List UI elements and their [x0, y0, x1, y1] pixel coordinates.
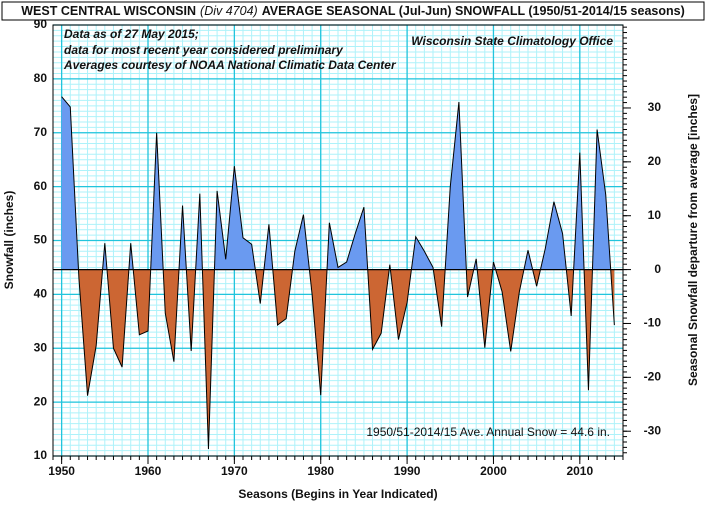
x-tick-label: 1960: [135, 464, 162, 478]
source: Wisconsin State Climatology Office: [411, 34, 613, 48]
note: data for most recent year considered pre…: [64, 43, 344, 57]
y-tick-label: 50: [34, 233, 48, 247]
marks: [53, 96, 623, 450]
area-above: [61, 96, 615, 270]
axes: 1950 1960 1970 1980 1990 2000 2010102030405060…: [34, 17, 662, 478]
x-tick-label: 1990: [394, 464, 421, 478]
area-below: [78, 269, 615, 449]
y2-axis-label: Seasonal Snowfall departure from average…: [686, 94, 700, 386]
y-tick-label: 60: [34, 179, 48, 193]
series-line: [61, 96, 615, 450]
y-tick-label: 40: [34, 287, 48, 301]
y2-tick-label: 10: [648, 208, 662, 222]
y-axis-label: Snowfall (inches): [2, 191, 16, 290]
x-tick-label: 2010: [566, 464, 593, 478]
x-tick-label: 2000: [480, 464, 507, 478]
y2-tick-label: 30: [648, 100, 662, 114]
y-tick-label: 90: [34, 17, 48, 31]
y-tick-label: 20: [34, 394, 48, 408]
annotation: 1950/51-2014/15 Ave. Annual Snow = 44.6 …: [366, 425, 610, 439]
y-tick-label: 30: [34, 340, 48, 354]
note: Data as of 27 May 2015;: [64, 27, 199, 41]
x-tick-label: 1970: [221, 464, 248, 478]
title-part: (Div 4704): [200, 4, 258, 18]
y2-tick-label: 0: [654, 262, 661, 276]
y2-tick-label: 20: [648, 154, 662, 168]
y-tick-label: 10: [34, 448, 48, 462]
title-box: [1, 1, 705, 21]
chart-title: WEST CENTRAL WISCONSIN (Div 4704) AVERAGE …: [21, 4, 685, 18]
y2-tick-label: -10: [644, 316, 662, 330]
title-part: AVERAGE SEASONAL (Jul-Jun) SNOWFALL (195…: [262, 4, 685, 18]
y2-tick-label: -20: [644, 370, 662, 384]
x-tick-label: 1950: [48, 464, 75, 478]
x-tick-label: 1980: [307, 464, 334, 478]
x-axis-label: Seasons (Begins in Year Indicated): [238, 487, 437, 501]
y-tick-label: 70: [34, 125, 48, 139]
plot-frame: [52, 24, 624, 457]
y-tick-label: 80: [34, 71, 48, 85]
grid: [52, 24, 624, 457]
note: Averages courtesy of NOAA National Clima…: [63, 58, 397, 72]
title-part: WEST CENTRAL WISCONSIN: [21, 4, 196, 18]
y2-tick-label: -30: [644, 423, 662, 437]
